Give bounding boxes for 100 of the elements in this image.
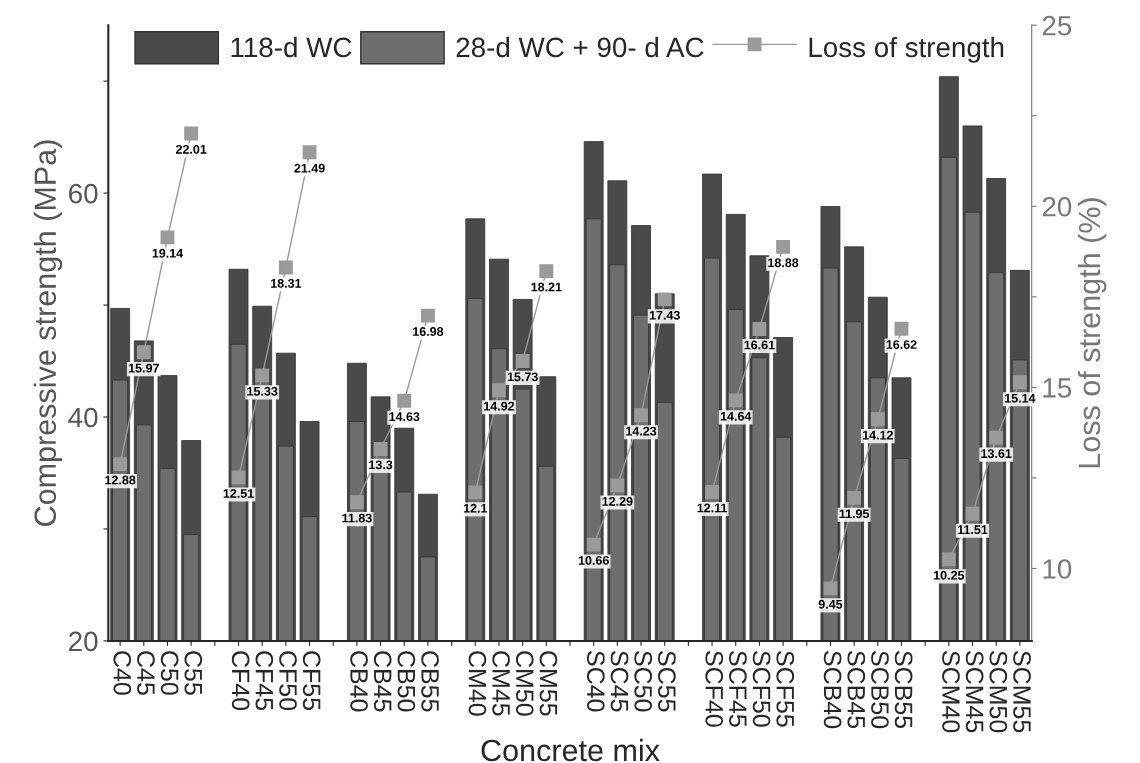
- x-tick-label: C45: [137, 651, 155, 695]
- point: [255, 368, 270, 383]
- data-label: 15.14: [1005, 393, 1036, 403]
- data-label: 10.66: [578, 556, 609, 565]
- point: [278, 260, 293, 275]
- data-label: 12.29: [602, 496, 633, 506]
- data-label: 11.95: [839, 509, 870, 519]
- x-tick-label: SCB45: [847, 651, 866, 729]
- data-label: 14.64: [720, 411, 752, 421]
- y-tick-label: 60: [69, 183, 98, 204]
- point: [610, 478, 625, 493]
- data-label: 15.73: [507, 372, 538, 382]
- x-tick-label: C55: [184, 651, 203, 695]
- data-label: 10.25: [933, 570, 965, 580]
- data-label: 16.61: [744, 340, 775, 350]
- x-tick-label: C40: [113, 651, 132, 695]
- point: [1012, 375, 1027, 390]
- legend-label: 28-d WC + 90- d AC: [456, 36, 704, 58]
- x-tick-label: SCM50: [989, 651, 1008, 733]
- x-tick-label: SC45: [610, 651, 629, 712]
- point: [302, 145, 317, 160]
- x-tick-label: SC50: [634, 651, 653, 712]
- data-label: 14.92: [484, 401, 515, 411]
- x-tick-label: SCB50: [871, 651, 889, 729]
- point: [420, 308, 435, 323]
- x-tick-label: CB50: [397, 651, 416, 712]
- x-tick-label: SCB55: [894, 651, 913, 729]
- point: [160, 230, 175, 245]
- y2-tick-label: 20: [1042, 196, 1072, 217]
- data-label: 12.88: [105, 475, 136, 485]
- point: [847, 490, 862, 505]
- x-tick-label: CF55: [302, 651, 321, 711]
- y-axis-title: Compressive strength (MPa): [33, 140, 63, 526]
- point: [657, 292, 672, 307]
- x-tick-label: CF45: [255, 651, 274, 711]
- point: [113, 457, 128, 472]
- data-label: 14.23: [626, 426, 657, 436]
- data-label: 18.21: [531, 282, 562, 292]
- data-label: 21.49: [294, 163, 325, 173]
- y2-axis-title: Loss of strength (%): [1077, 198, 1107, 468]
- data-label: 12.1: [463, 503, 488, 513]
- data-label: 14.12: [862, 430, 893, 440]
- point: [823, 581, 838, 596]
- x-tick-label: SCM55: [1013, 651, 1031, 733]
- point: [634, 408, 648, 423]
- point: [468, 485, 483, 500]
- x-tick-label: SC55: [658, 651, 676, 712]
- data-label: 12.11: [697, 503, 728, 513]
- data-label: 11.51: [958, 525, 988, 535]
- point: [539, 264, 554, 279]
- x-tick-label: SCF50: [752, 651, 771, 727]
- point: [989, 430, 1004, 445]
- data-label: 18.31: [271, 278, 302, 288]
- point: [136, 345, 151, 360]
- data-label: 9.45: [818, 599, 843, 609]
- y-tick-label: 20: [69, 631, 98, 652]
- x-tick-label: CM55: [539, 651, 558, 716]
- point: [349, 495, 364, 510]
- y2-tick-label: 25: [1042, 15, 1072, 36]
- point: [728, 393, 743, 408]
- point: [870, 412, 885, 427]
- x-tick-label: CB45: [373, 651, 392, 712]
- point: [965, 506, 980, 521]
- data-label: 13.61: [981, 449, 1012, 459]
- x-tick-label: CM50: [515, 651, 534, 716]
- data-label: 11.83: [342, 513, 372, 523]
- x-tick-label: CM45: [492, 651, 510, 716]
- x-tick-label: SCF40: [705, 651, 724, 727]
- data-label: 13.3: [369, 460, 393, 470]
- data-label: 14.63: [389, 412, 420, 422]
- x-tick-label: SCM45: [965, 651, 984, 733]
- point: [515, 353, 530, 368]
- data-label: 12.51: [223, 489, 254, 498]
- x-tick-label: CB55: [421, 651, 439, 712]
- point: [752, 322, 767, 337]
- data-label: 18.88: [768, 258, 799, 268]
- point: [373, 442, 388, 456]
- data-label: 16.62: [886, 340, 917, 349]
- y-tick-label: 40: [68, 407, 98, 428]
- x-tick-label: CF50: [279, 651, 297, 711]
- x-tick-label: SC40: [586, 651, 605, 712]
- point: [492, 383, 506, 398]
- x-tick-label: SCM40: [942, 651, 960, 733]
- point: [894, 321, 909, 336]
- x-tick-label: SCF45: [729, 651, 747, 727]
- x-tick-label: CF40: [231, 651, 250, 711]
- x-tick-label: SCB40: [823, 651, 842, 729]
- x-tick-label: SCF55: [776, 651, 795, 727]
- y2-tick-label: 15: [1043, 378, 1072, 398]
- data-label: 19.14: [152, 248, 184, 258]
- point: [184, 126, 199, 141]
- point: [397, 393, 412, 408]
- point: [231, 470, 246, 485]
- x-tick-label: CM40: [468, 651, 487, 716]
- data-label: 16.98: [413, 327, 444, 336]
- legend-label: Loss of strength: [809, 36, 1004, 63]
- x-tick-label: C50: [160, 651, 179, 695]
- point: [941, 552, 956, 567]
- legend-label: 118-d WC: [231, 36, 352, 58]
- data-label: 15.97: [128, 363, 159, 373]
